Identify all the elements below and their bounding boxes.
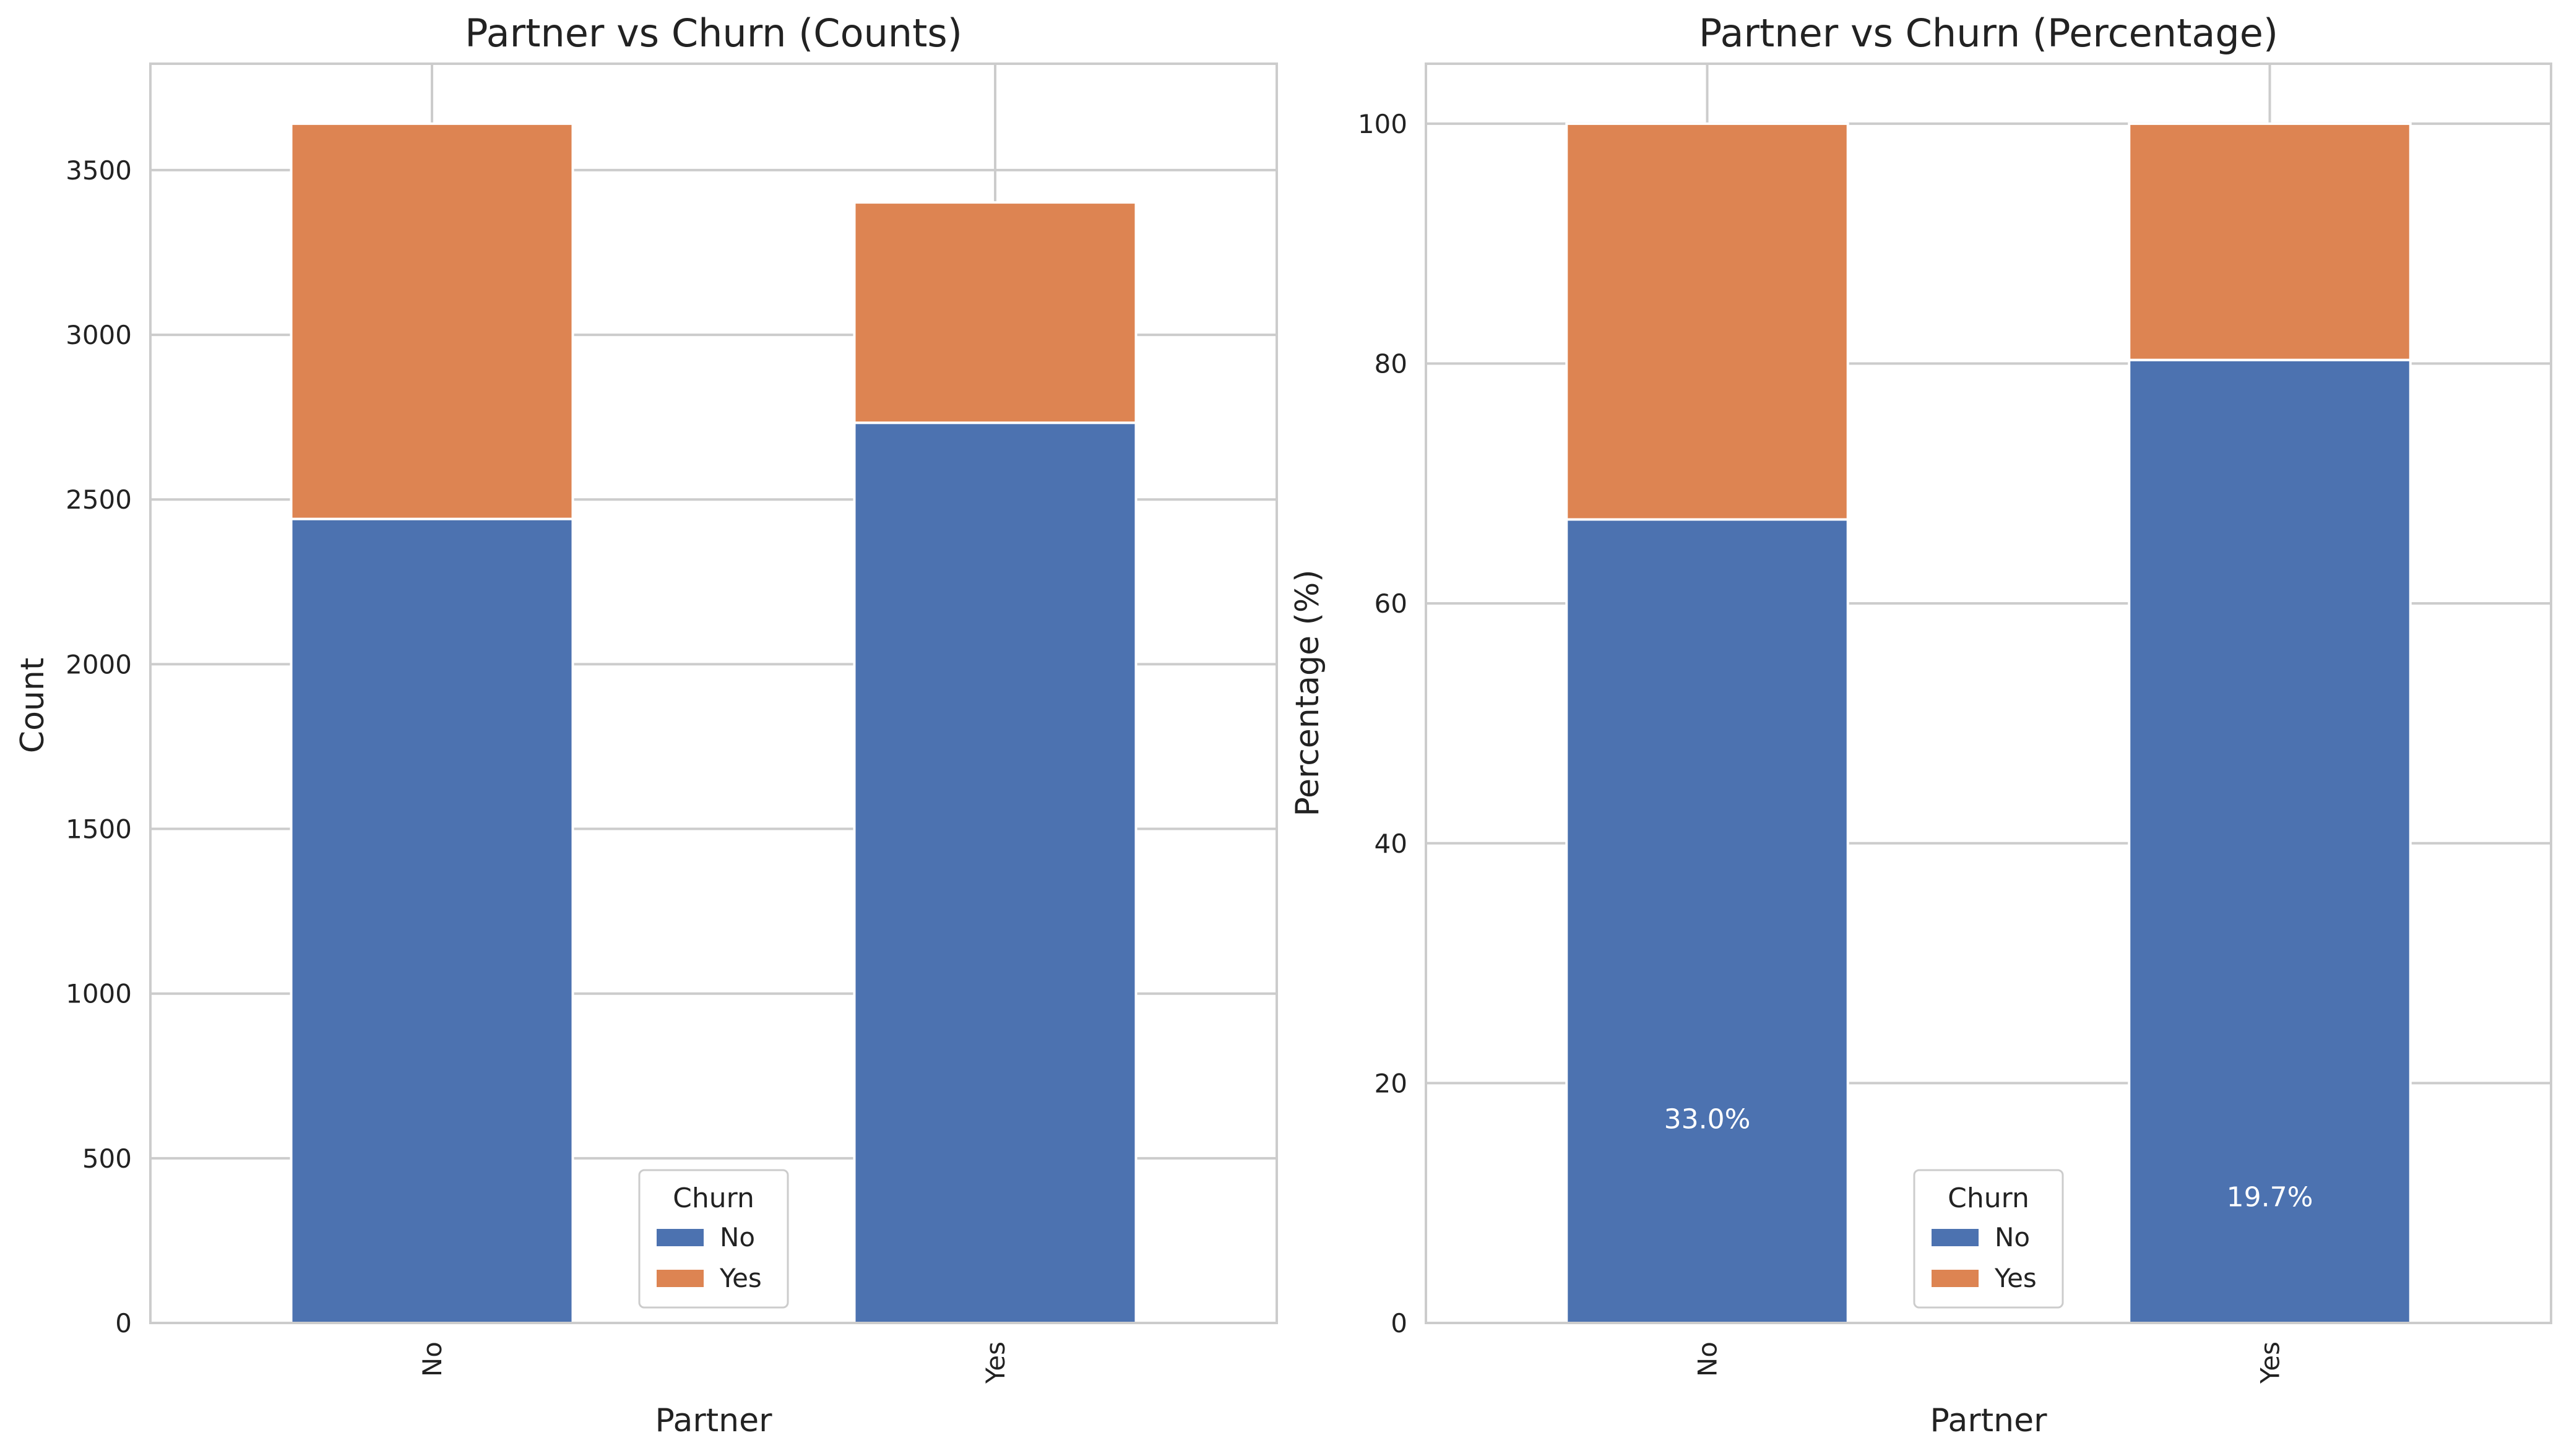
percentage-ytick-label: 100 [1358, 109, 1407, 139]
percentage-bar-no-churn-yes [1565, 122, 1849, 521]
counts-bar-no-churn-no [290, 517, 574, 1324]
counts-bar-yes-churn-no [853, 421, 1138, 1324]
counts-xtick-label: No [417, 1342, 447, 1377]
percentage-chart: Partner vs Churn (Percentage) Percentage… [1289, 11, 2552, 1439]
counts-chart-xlabel: Partner [655, 1402, 773, 1439]
counts-ytick-label: 2000 [66, 649, 132, 679]
counts-ytick-label: 3500 [66, 155, 132, 186]
percentage-ytick-label: 20 [1375, 1068, 1407, 1098]
counts-ytick-label: 1000 [66, 979, 132, 1009]
percentage-legend-label-no: No [1995, 1222, 2030, 1252]
percentage-legend: Churn No Yes [1913, 1169, 2064, 1309]
counts-legend-label-yes: Yes [719, 1263, 762, 1293]
counts-ytick-label: 500 [82, 1144, 132, 1174]
percentage-legend-label-yes: Yes [1994, 1263, 2037, 1293]
counts-ytick-label: 3000 [66, 320, 132, 350]
counts-ytick-label: 2500 [66, 485, 132, 515]
counts-xtick-label: Yes [980, 1342, 1011, 1384]
percentage-legend-swatch-yes [1932, 1270, 1979, 1287]
percentage-chart-xlabel: Partner [1930, 1402, 2048, 1439]
percentage-ytick-label: 60 [1375, 588, 1407, 619]
percentage-bar-yes-churn-no [2128, 358, 2412, 1325]
counts-chart-ylabel: Count [14, 658, 51, 753]
percentage-data-label: 33.0% [1664, 1104, 1751, 1135]
percentage-ytick-label: 40 [1375, 829, 1407, 859]
percentage-chart-plot-frame [1425, 62, 2552, 1324]
counts-legend-label-no: No [720, 1222, 755, 1252]
percentage-legend-title: Churn [1948, 1182, 2029, 1214]
counts-legend-swatch-yes [657, 1270, 704, 1287]
counts-legend-title: Churn [673, 1182, 754, 1214]
counts-bar-yes-churn-yes [853, 201, 1138, 424]
percentage-data-label: 19.7% [2227, 1182, 2313, 1213]
percentage-xtick-label: Yes [2255, 1342, 2286, 1384]
percentage-chart-title: Partner vs Churn (Percentage) [1699, 11, 2278, 56]
counts-legend-swatch-no [657, 1229, 704, 1246]
percentage-ytick-label: 0 [1391, 1308, 1407, 1338]
percentage-bar-no-churn-no [1565, 518, 1849, 1324]
percentage-ytick-label: 80 [1375, 349, 1407, 379]
counts-legend: Churn No Yes [638, 1169, 789, 1309]
percentage-bar-yes-churn-yes [2128, 122, 2412, 361]
counts-ytick-label: 1500 [66, 814, 132, 845]
percentage-xtick-label: No [1693, 1342, 1723, 1377]
percentage-chart-ylabel: Percentage (%) [1289, 569, 1326, 816]
counts-ytick-label: 0 [115, 1308, 132, 1338]
counts-chart-plot-frame [149, 62, 1278, 1324]
counts-bar-no-churn-yes [290, 122, 574, 520]
counts-chart-title: Partner vs Churn (Counts) [465, 11, 962, 56]
counts-chart: Partner vs Churn (Counts) Count Partner … [14, 11, 1278, 1439]
percentage-legend-swatch-no [1932, 1229, 1979, 1246]
